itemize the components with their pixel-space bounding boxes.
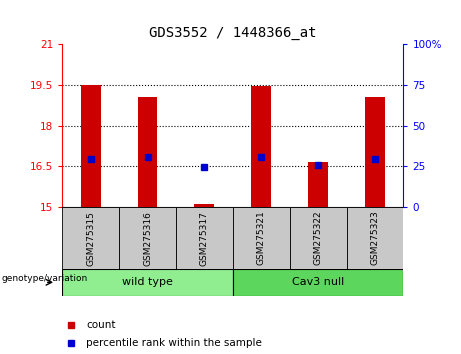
Bar xyxy=(119,207,176,269)
Bar xyxy=(251,86,271,207)
Title: GDS3552 / 1448366_at: GDS3552 / 1448366_at xyxy=(149,27,317,40)
Bar xyxy=(62,269,233,296)
Bar xyxy=(176,207,233,269)
Text: GSM275321: GSM275321 xyxy=(257,211,266,266)
Bar xyxy=(347,207,403,269)
Text: genotype/variation: genotype/variation xyxy=(1,274,88,283)
Text: GSM275315: GSM275315 xyxy=(86,211,95,266)
Text: GSM275317: GSM275317 xyxy=(200,211,209,266)
Text: Cav3 null: Cav3 null xyxy=(292,277,344,287)
Bar xyxy=(137,97,158,207)
Bar xyxy=(290,207,347,269)
Text: count: count xyxy=(86,320,116,330)
Text: GSM275316: GSM275316 xyxy=(143,211,152,266)
Text: percentile rank within the sample: percentile rank within the sample xyxy=(86,338,262,348)
Bar xyxy=(81,85,100,207)
Text: GSM275322: GSM275322 xyxy=(313,211,323,266)
Bar xyxy=(195,204,214,207)
Bar xyxy=(365,97,385,207)
Bar xyxy=(233,269,403,296)
Text: wild type: wild type xyxy=(122,277,173,287)
Bar xyxy=(308,162,328,207)
Text: GSM275323: GSM275323 xyxy=(371,211,379,266)
Bar xyxy=(62,207,119,269)
Bar xyxy=(233,207,290,269)
